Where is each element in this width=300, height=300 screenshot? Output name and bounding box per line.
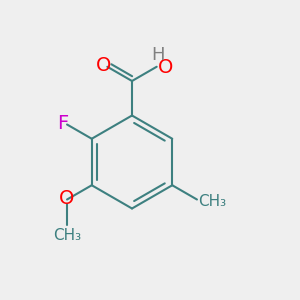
Text: F: F: [57, 114, 68, 134]
Text: O: O: [59, 188, 74, 208]
Text: O: O: [158, 58, 173, 77]
Text: CH₃: CH₃: [53, 228, 81, 243]
Text: H: H: [151, 46, 164, 64]
Text: CH₃: CH₃: [199, 194, 226, 208]
Text: O: O: [96, 56, 111, 75]
